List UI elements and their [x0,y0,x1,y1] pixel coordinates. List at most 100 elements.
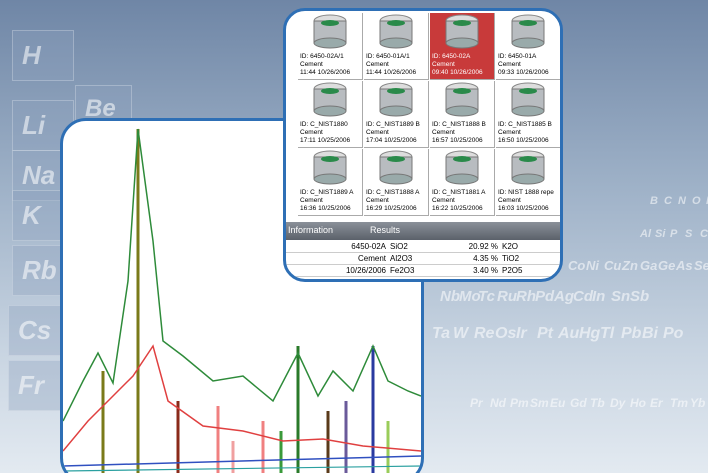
sample-image [364,13,428,51]
element-symbol: Nb [440,288,460,305]
sample-image [298,13,362,51]
sample-time: 11:44 10/26/2006 [300,69,362,77]
element-symbol: Co [568,258,585,273]
sample-time: 16:57 10/25/2006 [432,137,494,145]
sample-id: ID: 6450-02A [432,53,494,61]
sample-material: Cement [498,61,560,69]
sample-image [430,81,494,119]
element-symbol: As [676,258,693,273]
sample-image [496,81,560,119]
sample-image [364,81,428,119]
element-symbol: Cd [573,288,593,305]
element-symbol: Tb [590,396,605,410]
element-symbol: Os [495,325,516,343]
element-symbol: Ho [630,396,646,410]
sample-time: 16:36 10/25/2006 [300,205,362,213]
sample-material: Cement [366,61,428,69]
sample-image [298,149,362,187]
element-symbol: C [664,195,672,207]
sample-material: Cement [300,197,362,205]
element-symbol: Se [694,258,708,273]
tab[interactable]: Results [370,225,400,235]
tab[interactable]: Information [288,225,333,235]
sample-image [430,13,494,51]
element-symbol: Li [22,110,45,141]
element-symbol: Sb [630,288,649,305]
element-symbol: O [692,195,701,207]
sample-material: Cement [432,197,494,205]
sample-material: Cement [498,129,560,137]
results-cell: Al2O3 [390,254,412,263]
element-symbol: Cu [604,258,621,273]
results-cell: K2O [502,242,518,251]
element-symbol: Gd [570,396,587,410]
sample-time: 11:44 10/26/2006 [366,69,428,77]
sample-id: ID: C_NIST1889 B [366,121,428,129]
results-cell: 6450-02A [351,242,386,251]
sample-id: ID: 6450-01A [498,53,560,61]
results-cell: 10/26/2006 [346,266,386,275]
sample-id: ID: C_NIST1881 A [432,189,494,197]
sample-image [496,149,560,187]
element-symbol: B [650,195,658,207]
sample-time: 09:40 10/26/2006 [432,69,494,77]
sample-id: ID: C_NIST1880 [300,121,362,129]
element-symbol: Zn [622,258,638,273]
sample-time: 16:29 10/25/2006 [366,205,428,213]
element-symbol: Pm [510,396,529,410]
element-symbol: Yb [690,396,705,410]
sample-material: Cement [432,61,494,69]
sample-time: 09:33 10/26/2006 [498,69,560,77]
element-symbol: Pb [621,325,641,343]
results-cell: P2O5 [502,266,522,275]
results-cell: Cement [358,254,386,263]
element-symbol: Au [558,325,579,343]
page: HLiBeNaKRbCsFrBCNOFAlSiPSClCoNiCuZnGaGeA… [0,0,708,473]
element-symbol: Pt [537,325,553,343]
results-cell: SiO2 [390,242,408,251]
element-symbol: Si [655,228,665,240]
sample-material: Cement [366,197,428,205]
element-symbol: Cs [18,315,51,346]
sample-material: Cement [366,129,428,137]
sample-image [430,149,494,187]
element-symbol: Ge [658,258,675,273]
element-symbol: Bi [642,325,658,343]
element-symbol: Pd [535,288,554,305]
element-symbol: Ni [586,258,599,273]
element-symbol: Ir [516,325,527,343]
results-cell: 4.35 % [473,254,498,263]
sample-id: ID: 6450-02A/1 [300,53,362,61]
sample-id: ID: NIST 1888 repe [498,189,560,197]
results-cell: TiO2 [502,254,519,263]
element-symbol: Tl [600,325,614,343]
element-symbol: K [22,200,41,231]
element-symbol: Re [474,325,494,343]
element-symbol: Ru [497,288,517,305]
sample-time: 17:11 10/25/2006 [300,137,362,145]
element-symbol: Fr [18,370,44,401]
element-symbol: S [685,228,692,240]
element-symbol: Rb [22,255,57,286]
sample-id: ID: C_NIST1889 A [300,189,362,197]
element-symbol: Po [663,325,683,343]
sample-material: Cement [300,129,362,137]
element-symbol: Ag [554,288,574,305]
element-symbol: Nd [490,396,506,410]
element-symbol: N [678,195,686,207]
